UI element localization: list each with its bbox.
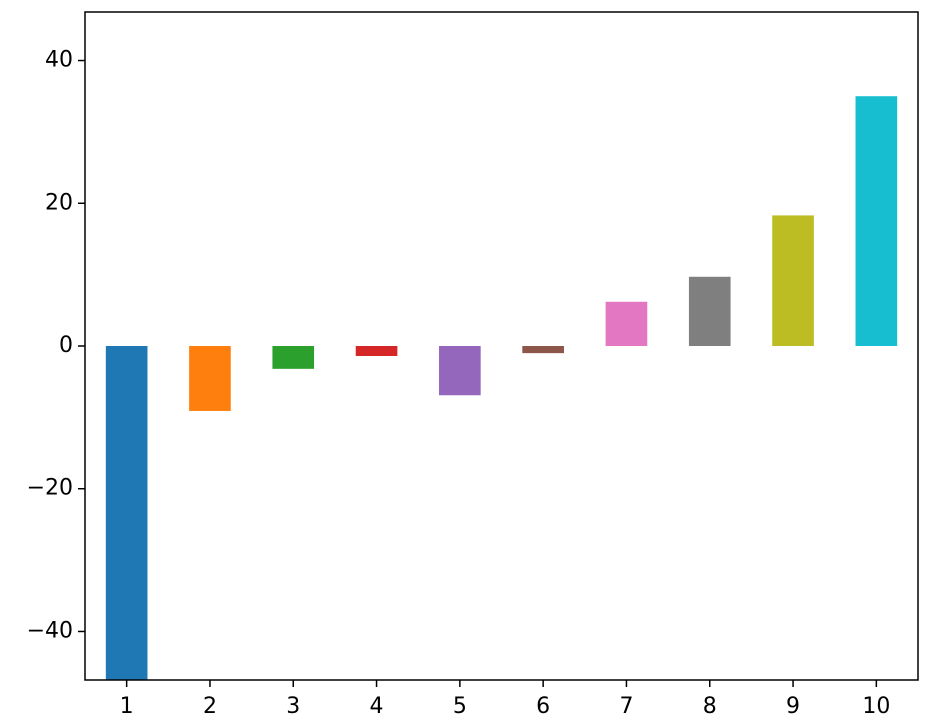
y-tick-label: 20 <box>45 190 73 215</box>
bar <box>272 346 315 369</box>
x-tick-label: 5 <box>453 694 467 719</box>
plot-area <box>105 96 898 680</box>
y-tick-label: 0 <box>59 333 73 358</box>
bar <box>105 346 148 680</box>
bar <box>605 301 648 346</box>
x-tick-label: 4 <box>370 694 384 719</box>
y-tick-label: 40 <box>45 48 73 73</box>
x-tick-label: 3 <box>286 694 300 719</box>
x-tick-label: 10 <box>862 694 890 719</box>
bar <box>855 96 898 346</box>
y-tick-label: −40 <box>27 618 73 643</box>
bar <box>439 346 481 396</box>
x-tick-label: 8 <box>703 694 717 719</box>
bar <box>355 346 398 356</box>
x-tick-label: 6 <box>536 694 550 719</box>
y-tick-label: −20 <box>27 476 73 501</box>
bar <box>688 276 731 346</box>
bar <box>522 346 564 354</box>
x-tick-label: 1 <box>120 694 134 719</box>
x-tick-label: 9 <box>786 694 800 719</box>
bar <box>772 215 814 346</box>
x-tick-label: 7 <box>619 694 633 719</box>
x-tick-label: 2 <box>203 694 217 719</box>
bar <box>189 346 231 411</box>
